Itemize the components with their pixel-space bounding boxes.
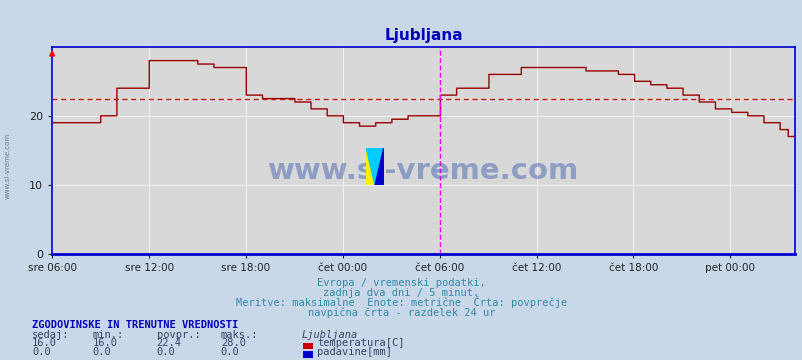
Text: 0.0: 0.0 xyxy=(221,347,239,357)
Text: 28.0: 28.0 xyxy=(221,338,245,348)
Text: padavine[mm]: padavine[mm] xyxy=(317,347,391,357)
Text: 16.0: 16.0 xyxy=(32,338,57,348)
Text: Ljubljana: Ljubljana xyxy=(301,330,357,340)
Text: www.si-vreme.com: www.si-vreme.com xyxy=(5,132,11,199)
Text: povpr.:: povpr.: xyxy=(156,330,200,340)
Text: sedaj:: sedaj: xyxy=(32,330,70,340)
Text: maks.:: maks.: xyxy=(221,330,258,340)
Text: Evropa / vremenski podatki,: Evropa / vremenski podatki, xyxy=(317,278,485,288)
Text: 22.4: 22.4 xyxy=(156,338,181,348)
Polygon shape xyxy=(366,148,383,185)
Text: ZGODOVINSKE IN TRENUTNE VREDNOSTI: ZGODOVINSKE IN TRENUTNE VREDNOSTI xyxy=(32,320,238,330)
Text: 0.0: 0.0 xyxy=(156,347,175,357)
Text: temperatura[C]: temperatura[C] xyxy=(317,338,404,348)
Text: navpična črta - razdelek 24 ur: navpična črta - razdelek 24 ur xyxy=(307,307,495,318)
Text: Meritve: maksimalne  Enote: metrične  Črta: povprečje: Meritve: maksimalne Enote: metrične Črta… xyxy=(236,296,566,308)
Text: 16.0: 16.0 xyxy=(92,338,117,348)
Text: 0.0: 0.0 xyxy=(92,347,111,357)
Text: www.si-vreme.com: www.si-vreme.com xyxy=(268,157,578,185)
Title: Ljubljana: Ljubljana xyxy=(384,28,462,43)
Text: zadnja dva dni / 5 minut.: zadnja dva dni / 5 minut. xyxy=(323,288,479,298)
Text: min.:: min.: xyxy=(92,330,124,340)
Polygon shape xyxy=(375,148,383,185)
Polygon shape xyxy=(366,148,375,185)
Text: 0.0: 0.0 xyxy=(32,347,51,357)
